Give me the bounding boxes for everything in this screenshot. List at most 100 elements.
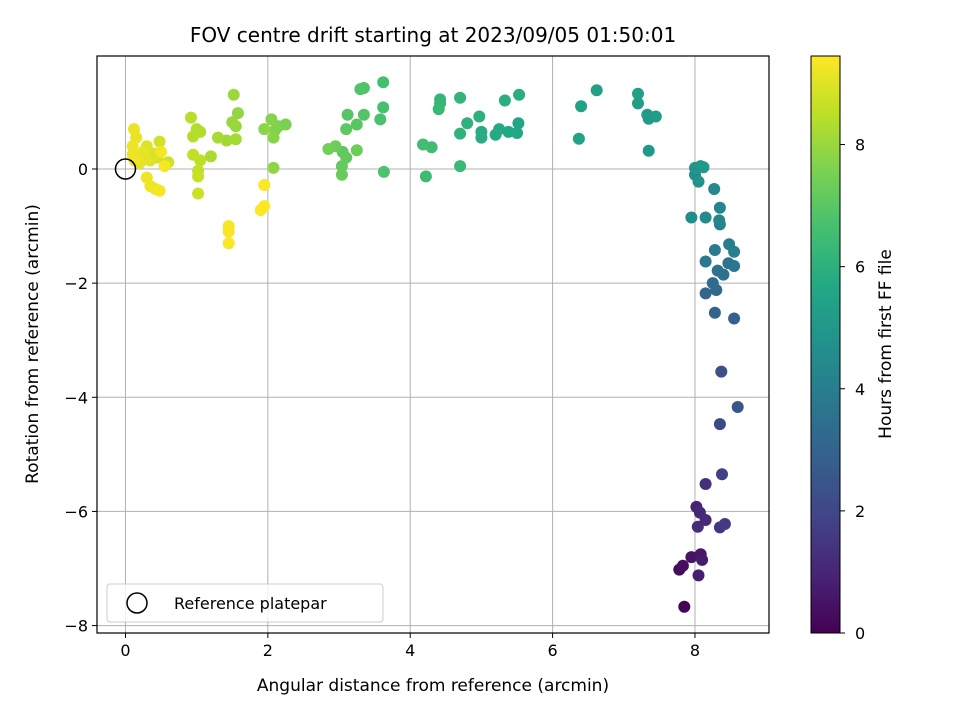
data-point xyxy=(192,170,205,183)
data-point xyxy=(354,83,367,96)
data-point xyxy=(126,140,139,153)
data-point xyxy=(377,165,390,178)
legend: Reference platepar xyxy=(106,583,384,623)
data-point xyxy=(137,145,150,158)
plot-area-frame xyxy=(96,55,770,634)
data-point xyxy=(697,161,710,174)
y-tick-label: −6 xyxy=(64,502,88,521)
data-point xyxy=(212,131,224,144)
data-point xyxy=(432,103,445,116)
reference-platepar-marker xyxy=(114,158,137,180)
data-point xyxy=(502,125,515,138)
legend-box xyxy=(106,583,384,623)
data-point xyxy=(454,160,467,173)
data-point xyxy=(498,94,511,107)
data-point xyxy=(713,201,726,214)
data-point xyxy=(513,88,526,101)
data-point xyxy=(678,600,691,613)
data-point xyxy=(699,478,712,490)
data-point xyxy=(590,84,603,97)
data-point xyxy=(254,204,267,217)
data-point xyxy=(718,518,731,530)
data-point xyxy=(699,287,712,300)
data-point xyxy=(153,135,166,148)
data-point xyxy=(696,553,709,566)
data-point xyxy=(155,145,168,158)
data-point xyxy=(128,123,140,136)
data-point xyxy=(454,91,467,104)
data-point xyxy=(715,365,728,378)
data-point xyxy=(699,211,712,224)
data-point xyxy=(699,514,712,526)
colorbar-tick-label: 2 xyxy=(855,502,865,521)
y-tick-label: −4 xyxy=(64,388,88,407)
data-point xyxy=(575,100,588,113)
data-point xyxy=(691,520,704,533)
reference-marker-layer xyxy=(114,158,137,180)
data-point xyxy=(350,144,363,157)
data-point xyxy=(711,264,724,277)
data-point xyxy=(716,468,728,481)
data-point xyxy=(192,187,205,200)
colorbar-tick-label: 0 xyxy=(855,624,865,643)
data-point xyxy=(632,87,644,100)
data-point xyxy=(258,179,271,191)
data-point xyxy=(153,184,166,197)
data-point xyxy=(222,225,235,238)
data-point xyxy=(706,277,719,290)
y-axis-ticks: −8 −6 −4 −2 0 xyxy=(64,160,97,636)
data-point xyxy=(572,132,585,145)
x-axis-ticks: 0 2 4 6 8 xyxy=(120,633,700,660)
data-point xyxy=(229,120,242,133)
grid-lines xyxy=(97,56,769,633)
data-point xyxy=(713,418,726,431)
data-point xyxy=(231,107,244,120)
data-point xyxy=(227,88,240,101)
data-point xyxy=(692,175,705,188)
colorbar-tick-label: 6 xyxy=(855,258,865,277)
data-point xyxy=(350,118,363,131)
data-points xyxy=(126,76,744,613)
data-point xyxy=(692,569,705,582)
data-point xyxy=(377,76,390,89)
data-point xyxy=(267,161,280,174)
data-point xyxy=(187,130,200,143)
data-point xyxy=(185,111,197,124)
data-point xyxy=(419,170,432,183)
x-tick-label: 0 xyxy=(120,641,130,660)
data-point xyxy=(258,123,271,136)
data-point xyxy=(341,108,354,121)
colorbar-gradient xyxy=(810,55,841,634)
data-point xyxy=(685,211,698,224)
data-point xyxy=(676,559,689,572)
data-point xyxy=(489,128,502,141)
data-point xyxy=(335,168,348,181)
data-point xyxy=(699,255,712,268)
x-axis-label: Angular distance from reference (arcmin) xyxy=(257,676,609,696)
colorbar-ticks: 0 2 4 6 8 xyxy=(840,136,865,643)
data-point xyxy=(377,101,390,114)
data-point xyxy=(265,113,278,126)
data-point xyxy=(187,148,200,161)
data-point xyxy=(708,183,721,195)
data-point xyxy=(322,143,335,155)
data-point xyxy=(374,113,387,126)
legend-reference-label: Reference platepar xyxy=(174,594,327,613)
data-point xyxy=(642,144,655,157)
legend-reference-marker xyxy=(126,592,148,614)
y-tick-label: −8 xyxy=(64,617,88,636)
data-point xyxy=(512,117,525,130)
data-point xyxy=(731,401,744,413)
data-point xyxy=(204,150,217,163)
data-point xyxy=(222,237,235,250)
data-point xyxy=(649,110,662,123)
data-point xyxy=(708,244,721,256)
data-point xyxy=(708,306,721,319)
y-axis-label: Rotation from reference (arcmin) xyxy=(23,204,43,484)
colorbar-tick-label: 8 xyxy=(855,136,865,155)
x-tick-label: 8 xyxy=(690,641,700,660)
colorbar-tick-label: 4 xyxy=(855,380,865,399)
data-point xyxy=(335,160,348,173)
x-tick-label: 4 xyxy=(405,641,415,660)
